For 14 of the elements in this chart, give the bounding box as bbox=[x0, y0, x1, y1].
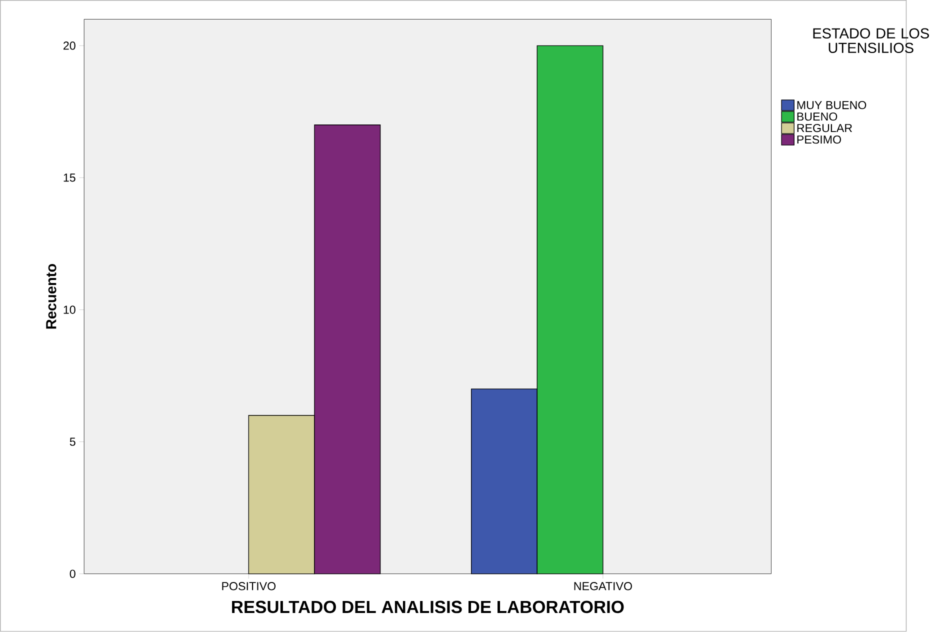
y-axis-title: Recuento bbox=[46, 264, 56, 329]
y-tick-label: 20 bbox=[64, 42, 76, 50]
legend-title: ESTADO DE LOS UTENSILIOS bbox=[813, 28, 929, 54]
y-tick-label: 0 bbox=[70, 570, 76, 578]
legend-label: BUENO bbox=[797, 112, 838, 121]
y-tick-label: 10 bbox=[64, 306, 76, 314]
x-axis-title: RESULTADO DEL ANALISIS DE LABORATORIO bbox=[232, 600, 624, 614]
x-tick-label: NEGATIVO bbox=[574, 582, 632, 590]
y-tick-label: 15 bbox=[64, 174, 76, 182]
legend-label: REGULAR bbox=[797, 124, 852, 132]
legend-label: PESIMO bbox=[797, 136, 842, 144]
legend-label: MUY BUENO bbox=[797, 101, 866, 110]
x-tick-label: POSITIVO bbox=[222, 582, 276, 590]
y-tick-label: 5 bbox=[70, 438, 76, 446]
